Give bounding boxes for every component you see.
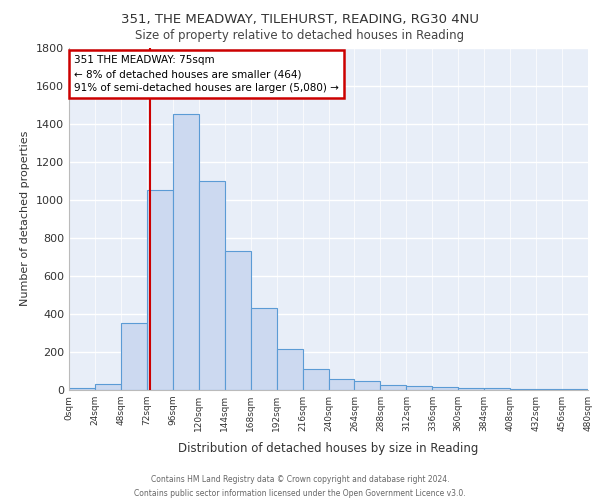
Bar xyxy=(406,386,432,390)
Text: 351, THE MEADWAY, TILEHURST, READING, RG30 4NU: 351, THE MEADWAY, TILEHURST, READING, RG… xyxy=(121,12,479,26)
Bar xyxy=(277,349,302,390)
Text: 351 THE MEADWAY: 75sqm
← 8% of detached houses are smaller (464)
91% of semi-det: 351 THE MEADWAY: 75sqm ← 8% of detached … xyxy=(74,55,339,93)
Bar xyxy=(147,190,173,390)
Bar xyxy=(121,324,147,390)
Bar xyxy=(251,308,277,390)
Bar xyxy=(510,389,536,390)
Bar xyxy=(173,114,199,390)
Bar xyxy=(484,388,510,390)
Bar xyxy=(380,385,406,390)
Bar xyxy=(536,389,562,390)
Y-axis label: Number of detached properties: Number of detached properties xyxy=(20,131,31,306)
X-axis label: Distribution of detached houses by size in Reading: Distribution of detached houses by size … xyxy=(178,442,479,456)
Bar xyxy=(458,388,484,390)
Bar xyxy=(329,378,355,390)
Text: Contains HM Land Registry data © Crown copyright and database right 2024.
Contai: Contains HM Land Registry data © Crown c… xyxy=(134,476,466,498)
Bar xyxy=(355,382,380,390)
Bar xyxy=(302,369,329,390)
Bar xyxy=(225,251,251,390)
Bar xyxy=(562,389,588,390)
Text: Size of property relative to detached houses in Reading: Size of property relative to detached ho… xyxy=(136,29,464,42)
Bar xyxy=(95,384,121,390)
Bar xyxy=(199,180,224,390)
Bar xyxy=(69,388,95,390)
Bar xyxy=(432,387,458,390)
